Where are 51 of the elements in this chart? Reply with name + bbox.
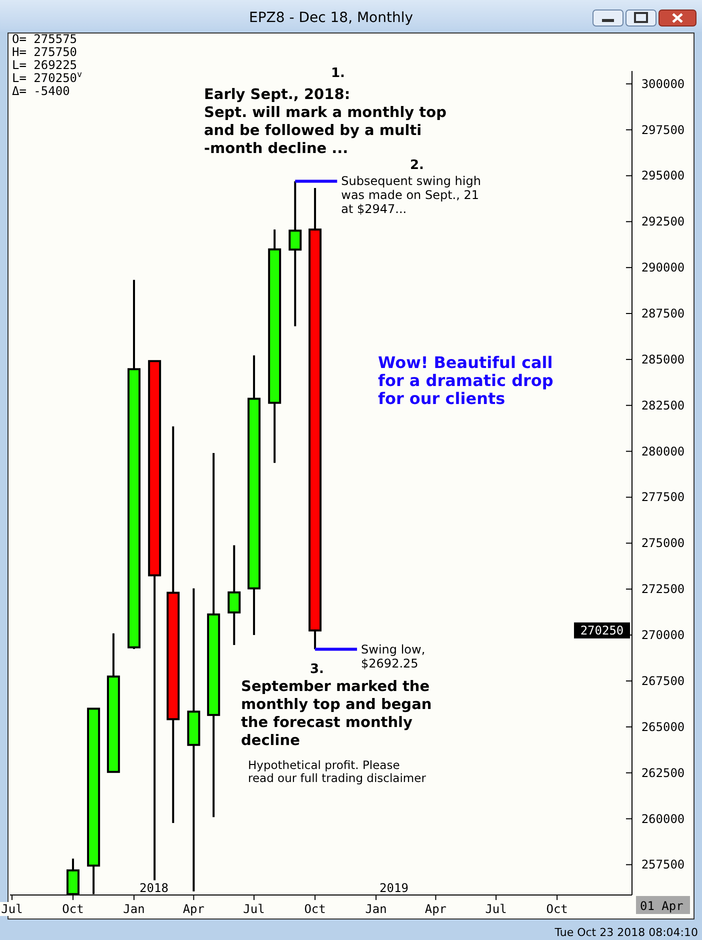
annotation: Subsequent swing high was made on Sept., 21 at $2947... — [341, 174, 481, 216]
y-tick-label: 280000 — [641, 444, 685, 458]
candlestick — [187, 587, 200, 892]
annotation: 2019 — [380, 881, 408, 895]
chart-title: EPZ8 - Dec 18, Monthly — [248, 10, 414, 26]
x-tick-label: Jan — [123, 902, 145, 916]
x-tick-label: Apr — [424, 902, 447, 916]
y-tick-label: 260000 — [641, 812, 685, 826]
annotation: Wow! Beautiful call for a dramatic drop for our clients — [378, 353, 554, 408]
y-tick-label: 300000 — [641, 76, 685, 91]
y-tick-label: 267500 — [641, 674, 685, 688]
y-tick-label: 292500 — [641, 214, 685, 229]
annotation: 270250 — [580, 623, 624, 638]
annotation: L= 269225 — [12, 58, 78, 72]
annotation: 3. — [310, 662, 324, 677]
annotation: Early Sept., 2018: Sept. will mark a monthly top and be followed by a multi -month decline ... — [204, 87, 446, 157]
x-tick-label: Oct — [62, 902, 84, 916]
x-tick-label: Oct — [546, 902, 568, 916]
annotation: Δ= -5400 — [12, 84, 70, 98]
annotation: 1. — [331, 66, 345, 81]
x-tick-label: Apr — [182, 902, 205, 916]
y-tick-label: 275000 — [641, 536, 685, 550]
x-tick-label: Jul — [485, 902, 507, 916]
candlestick — [288, 180, 302, 328]
y-tick-label: 287500 — [641, 306, 685, 321]
annotation: September marked the monthly top and began the forecast monthly decline — [241, 679, 432, 749]
y-tick-label: 285000 — [641, 352, 685, 366]
text: O= 275575 — [12, 32, 78, 46]
y-tick-label: 297500 — [641, 122, 685, 137]
y-tick-label: 295000 — [641, 168, 685, 183]
x-tick-label: Jul — [243, 902, 265, 916]
y-tick-label: 270000 — [641, 628, 685, 642]
annotation: Hypothetical profit. Please read our full trading disclaimer — [248, 758, 426, 785]
text: Tue Oct 23 2018 08:04:10 — [554, 926, 698, 939]
annotation: 2. — [410, 158, 424, 173]
y-tick-label: 257500 — [641, 858, 685, 872]
text: 01 Apr — [640, 899, 684, 913]
text: H= 275750 — [12, 45, 78, 59]
y-tick-label: 277500 — [641, 490, 685, 504]
x-tick-label: Oct — [304, 902, 326, 916]
annotation: 2018 — [140, 881, 168, 895]
y-tick-label: 262500 — [641, 766, 685, 780]
annotation: Swing low, $2692.25 — [361, 642, 426, 670]
y-tick-label: 282500 — [641, 398, 685, 412]
x-tick-label: Jul — [1, 902, 23, 916]
annotation: L= 270250$^{v}$ — [12, 69, 82, 85]
x-tick-label: Jan — [365, 902, 387, 916]
candlestick — [228, 544, 241, 646]
y-tick-label: 265000 — [641, 720, 685, 734]
y-tick-label: 272500 — [641, 582, 685, 596]
y-tick-label: 290000 — [641, 260, 685, 275]
